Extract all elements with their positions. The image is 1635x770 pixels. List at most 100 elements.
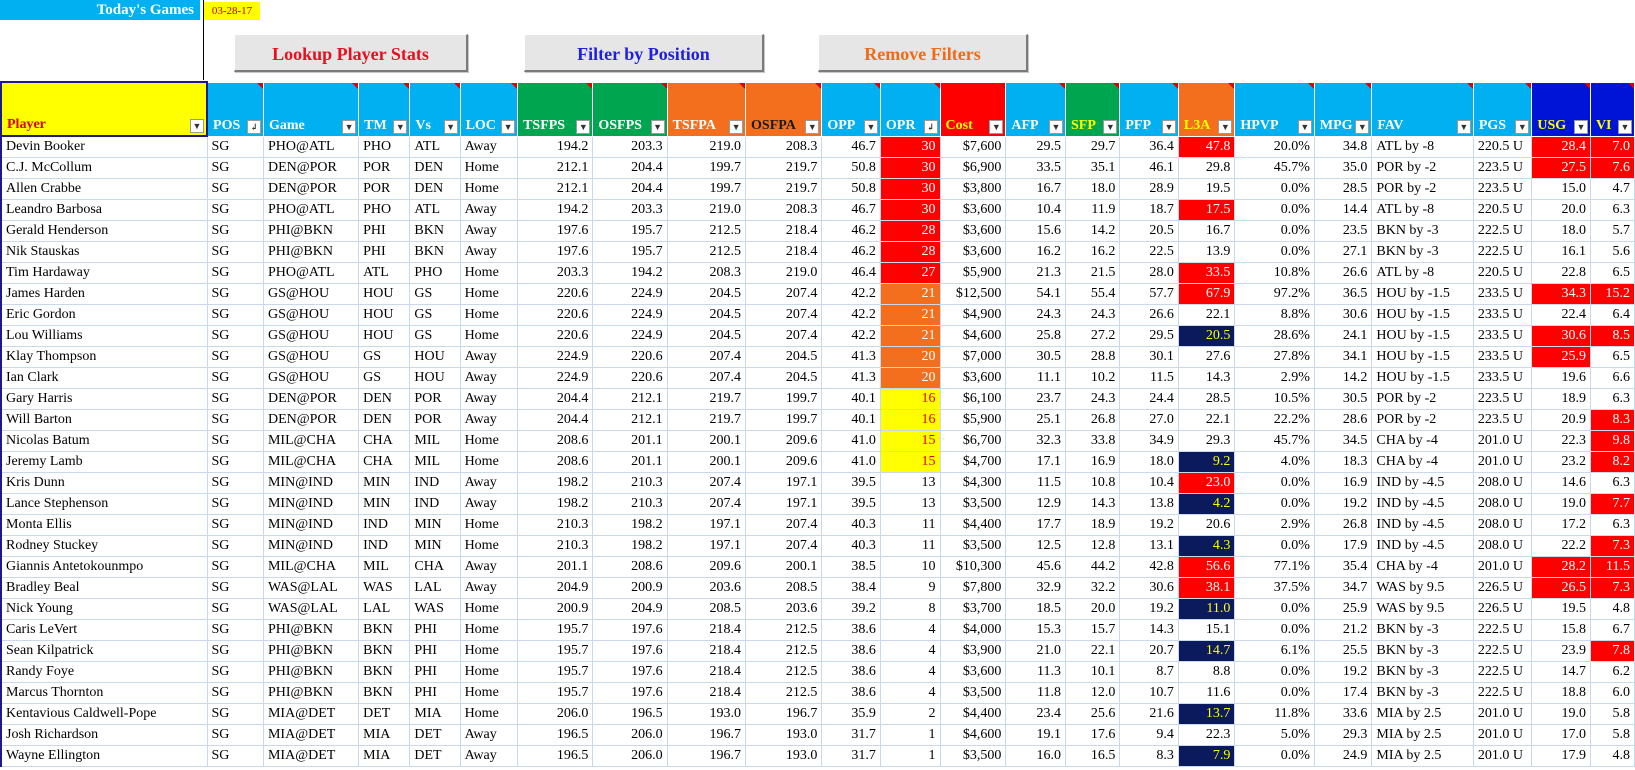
cell-tsfpa[interactable]: 193.0: [666, 702, 747, 725]
cell-pfp[interactable]: 8.3: [1119, 744, 1179, 767]
cell-vi[interactable]: 6.3: [1589, 471, 1635, 494]
cell-mpg[interactable]: 21.2: [1313, 618, 1373, 641]
cell-cost[interactable]: $4,400: [939, 513, 1007, 536]
cell-tm[interactable]: WAS: [358, 576, 411, 599]
cell-tsfps[interactable]: 196.5: [517, 723, 594, 746]
cell-osfpa[interactable]: 212.5: [745, 660, 823, 683]
cell-tm[interactable]: BKN: [358, 681, 411, 704]
cell-opp[interactable]: 46.4: [821, 261, 881, 284]
cell-cost[interactable]: $4,300: [939, 471, 1007, 494]
cell-cost[interactable]: $4,700: [939, 450, 1007, 473]
cell-tsfpa[interactable]: 207.4: [666, 492, 747, 515]
cell-loc[interactable]: Away: [459, 198, 519, 221]
filter-dropdown-icon[interactable]: ▼: [729, 119, 744, 134]
cell-opp[interactable]: 50.8: [821, 177, 881, 200]
filter-dropdown-icon[interactable]: ▼: [1297, 119, 1312, 134]
cell-afp[interactable]: 32.9: [1005, 576, 1066, 599]
cell-vs[interactable]: WAS: [409, 597, 461, 620]
cell-osfpa[interactable]: 204.5: [745, 345, 823, 368]
cell-osfpa[interactable]: 197.1: [745, 471, 823, 494]
cell-loc[interactable]: Home: [459, 450, 519, 473]
cell-mpg[interactable]: 36.5: [1313, 282, 1373, 305]
cell-tsfpa[interactable]: 218.4: [666, 681, 747, 704]
cell-l3a[interactable]: 56.6: [1177, 555, 1236, 578]
cell-vs[interactable]: DET: [409, 723, 461, 746]
table-row[interactable]: Bradley Beal SG WAS@LAL WAS LAL Away 204.9 200.…: [0, 576, 1635, 599]
cell-fav[interactable]: HOU by -1.5: [1371, 303, 1474, 326]
cell-hpvp[interactable]: 0.0%: [1234, 240, 1315, 263]
cell-tsfps[interactable]: 195.7: [517, 681, 594, 704]
cell-fav[interactable]: IND by -4.5: [1371, 513, 1474, 536]
filter-dropdown-icon[interactable]: ↲: [246, 119, 261, 134]
cell-fav[interactable]: IND by -4.5: [1371, 471, 1474, 494]
cell-game[interactable]: PHI@BKN: [262, 240, 360, 263]
cell-opr[interactable]: 4: [879, 681, 941, 704]
cell-pfp[interactable]: 9.4: [1119, 723, 1179, 746]
cell-loc[interactable]: Away: [459, 387, 519, 410]
cell-hpvp[interactable]: 6.1%: [1234, 639, 1315, 662]
cell-pos[interactable]: SG: [206, 639, 264, 662]
cell-pos[interactable]: SG: [206, 387, 264, 410]
cell-tsfps[interactable]: 195.7: [517, 618, 594, 641]
cell-mpg[interactable]: 18.3: [1313, 450, 1373, 473]
cell-osfps[interactable]: 204.4: [592, 156, 668, 179]
cell-game[interactable]: PHI@BKN: [262, 618, 360, 641]
cell-pgs[interactable]: 222.5 U: [1472, 639, 1533, 662]
cell-usg[interactable]: 19.5: [1531, 597, 1591, 620]
cell-pgs[interactable]: 226.5 U: [1472, 576, 1533, 599]
cell-afp[interactable]: 21.3: [1005, 261, 1066, 284]
cell-pgs[interactable]: 223.5 U: [1472, 387, 1533, 410]
cell-tsfps[interactable]: 196.5: [517, 744, 594, 767]
cell-sfp[interactable]: 12.0: [1064, 681, 1121, 704]
cell-cost[interactable]: $7,000: [939, 345, 1007, 368]
cell-afp[interactable]: 11.3: [1005, 660, 1066, 683]
cell-mpg[interactable]: 30.5: [1313, 387, 1373, 410]
cell-sfp[interactable]: 15.7: [1064, 618, 1121, 641]
cell-hpvp[interactable]: 0.0%: [1234, 744, 1315, 767]
cell-sfp[interactable]: 10.1: [1064, 660, 1121, 683]
cell-vi[interactable]: 7.8: [1589, 639, 1635, 662]
cell-opp[interactable]: 40.3: [821, 513, 881, 536]
cell-vs[interactable]: HOU: [409, 366, 461, 389]
cell-pgs[interactable]: 223.5 U: [1472, 177, 1533, 200]
cell-tsfpa[interactable]: 207.4: [666, 366, 747, 389]
cell-loc[interactable]: Home: [459, 639, 519, 662]
cell-pgs[interactable]: 233.5 U: [1472, 324, 1533, 347]
cell-vs[interactable]: GS: [409, 303, 461, 326]
filter-dropdown-icon[interactable]: ▼: [190, 119, 205, 133]
cell-tm[interactable]: BKN: [358, 660, 411, 683]
cell-tm[interactable]: POR: [358, 177, 411, 200]
cell-vs[interactable]: GS: [409, 324, 461, 347]
cell-opr[interactable]: 30: [879, 198, 941, 221]
cell-fav[interactable]: POR by -2: [1371, 156, 1474, 179]
table-row[interactable]: Ian Clark SG GS@HOU GS HOU Away 224.9 220.6 207.…: [0, 366, 1635, 389]
table-row[interactable]: Josh Richardson SG MIA@DET MIA DET Away 196.5 2…: [0, 723, 1635, 746]
cell-cost[interactable]: $6,700: [939, 429, 1007, 452]
cell-fav[interactable]: BKN by -3: [1371, 681, 1474, 704]
cell-usg[interactable]: 27.5: [1531, 156, 1591, 179]
cell-hpvp[interactable]: 45.7%: [1234, 429, 1315, 452]
cell-sfp[interactable]: 28.8: [1064, 345, 1121, 368]
cell-tsfpa[interactable]: 203.6: [666, 576, 747, 599]
cell-l3a[interactable]: 27.6: [1177, 345, 1236, 368]
cell-cost[interactable]: $10,300: [939, 555, 1007, 578]
cell-fav[interactable]: HOU by -1.5: [1371, 282, 1474, 305]
cell-game[interactable]: GS@HOU: [262, 282, 360, 305]
cell-vi[interactable]: 7.0: [1589, 135, 1635, 158]
cell-tm[interactable]: HOU: [358, 324, 411, 347]
cell-opr[interactable]: 27: [879, 261, 941, 284]
cell-pgs[interactable]: 208.0 U: [1472, 471, 1533, 494]
cell-tsfpa[interactable]: 207.4: [666, 345, 747, 368]
cell-loc[interactable]: Away: [459, 366, 519, 389]
cell-tsfps[interactable]: 198.2: [517, 492, 594, 515]
cell-opr[interactable]: 21: [879, 324, 941, 347]
cell-l3a[interactable]: 20.6: [1177, 513, 1236, 536]
cell-usg[interactable]: 22.2: [1531, 534, 1591, 557]
cell-opp[interactable]: 39.5: [821, 492, 881, 515]
cell-opp[interactable]: 38.4: [821, 576, 881, 599]
cell-game[interactable]: WAS@LAL: [262, 597, 360, 620]
cell-l3a[interactable]: 47.8: [1177, 135, 1236, 158]
cell-hpvp[interactable]: 10.8%: [1234, 261, 1315, 284]
cell-afp[interactable]: 23.7: [1005, 387, 1066, 410]
cell-osfps[interactable]: 194.2: [592, 261, 668, 284]
